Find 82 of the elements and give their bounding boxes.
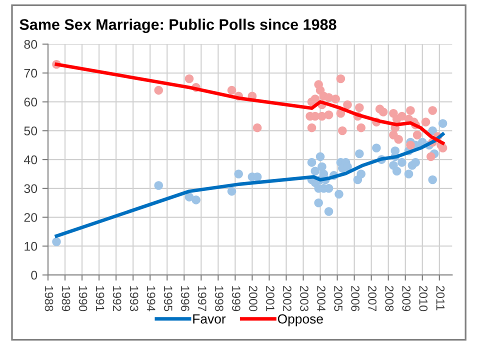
point: [338, 126, 347, 136]
point: [428, 175, 437, 184]
x-tick-label: 2007: [368, 286, 377, 312]
point: [318, 162, 326, 172]
point: [411, 158, 420, 167]
x-tick-label: 2005: [334, 286, 342, 312]
x-tick-label: 1988: [44, 286, 54, 312]
x-tick-label: 1992: [112, 286, 122, 312]
point: [378, 108, 388, 116]
point: [307, 123, 316, 132]
point: [334, 190, 344, 199]
chart-title: Same Sex Marriage: Public Polls since 1988: [20, 18, 336, 34]
point: [438, 144, 448, 152]
point: [310, 166, 320, 176]
point: [192, 196, 200, 204]
point: [421, 118, 430, 126]
line-series: [54, 132, 445, 238]
x-tick-label: 1998: [215, 286, 224, 312]
point: [314, 198, 323, 208]
point: [355, 149, 364, 158]
legend-label: Oppose: [278, 314, 323, 326]
point: [356, 170, 366, 178]
point: [412, 130, 422, 140]
x-tick-label: 2004: [317, 286, 326, 312]
x-tick-label: 2006: [351, 286, 360, 312]
x-tick-label: 2000: [249, 286, 258, 312]
point: [227, 86, 236, 95]
y-tick-label: 70: [24, 68, 38, 78]
point: [398, 158, 406, 167]
point: [316, 152, 325, 162]
point: [234, 170, 243, 178]
point: [307, 158, 316, 167]
x-tick-label: 2003: [300, 286, 308, 312]
x-tick-label: 1995: [164, 286, 172, 312]
point: [394, 134, 403, 144]
point: [331, 94, 340, 104]
x-tick-label: 1999: [232, 286, 240, 312]
x-tick-label: 1996: [180, 286, 190, 312]
x-tick-label: 2009: [402, 286, 411, 312]
point: [428, 106, 437, 115]
x-tick-label: 2011: [436, 286, 445, 310]
point: [52, 237, 61, 246]
point: [426, 152, 436, 162]
y-tick-label: 80: [24, 40, 38, 49]
point: [227, 186, 236, 196]
point: [154, 86, 164, 95]
x-tick-label: 1990: [78, 286, 88, 312]
x-tick-label: 1993: [130, 286, 138, 312]
y-tick-label: 50: [24, 126, 38, 136]
x-tick-label: 1991: [96, 286, 104, 312]
point: [406, 140, 415, 150]
y-tick-label: 20: [24, 213, 38, 222]
x-tick-label: 1997: [198, 286, 206, 312]
point: [428, 126, 437, 136]
x-tick-label: 2001: [266, 286, 274, 312]
point: [404, 170, 414, 178]
x-tick-label: 2008: [385, 286, 394, 312]
x-tick-label: 2002: [283, 286, 292, 312]
point: [154, 181, 164, 190]
y-tick-label: 30: [24, 184, 38, 194]
point: [355, 103, 364, 112]
point: [438, 119, 448, 128]
point: [184, 74, 194, 84]
point: [406, 106, 415, 115]
x-tick-label: 1994: [146, 286, 156, 312]
point: [252, 123, 262, 132]
legend-label: Favor: [193, 314, 226, 324]
y-tick-label: 60: [24, 98, 38, 107]
point: [324, 207, 334, 216]
x-tick-label: 1989: [62, 286, 70, 312]
x-tick-label: 2010: [419, 286, 428, 312]
y-tick-label: 10: [24, 242, 38, 251]
point: [372, 144, 381, 152]
point: [310, 94, 320, 104]
point: [398, 112, 406, 121]
point: [343, 100, 352, 110]
point: [336, 74, 346, 84]
y-tick-label: 40: [24, 155, 38, 164]
point: [356, 123, 366, 132]
y-tick-label: 0: [31, 270, 38, 280]
point: [324, 110, 334, 120]
point: [392, 166, 402, 176]
